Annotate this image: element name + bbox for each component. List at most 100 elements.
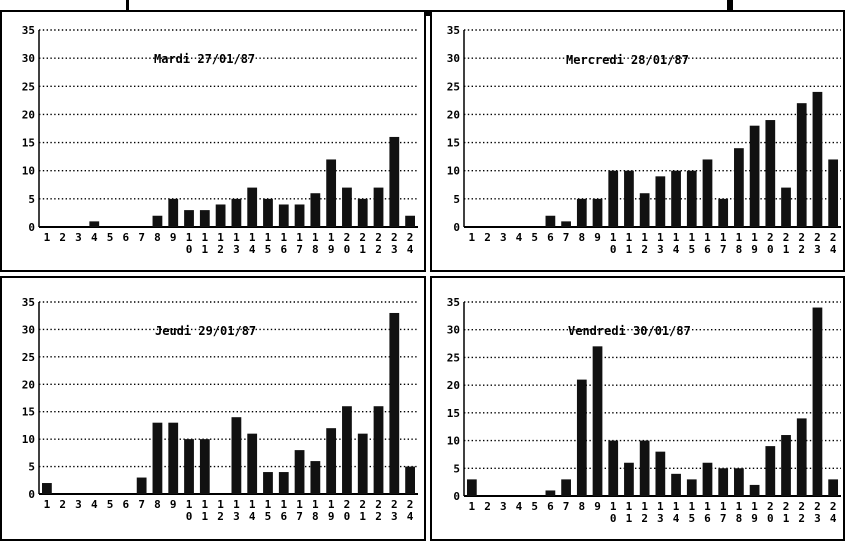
- y-tick-label: 30: [447, 324, 460, 337]
- bar: [702, 462, 713, 496]
- y-tick-label: 10: [447, 165, 460, 178]
- x-tick-label: 1: [44, 498, 51, 511]
- bar: [294, 204, 305, 227]
- chart-panel-jeudi: 0 5 10 15 20 25 30 35 Jeudi 29/01/87 1 2 3 4 5 6 7 8 9 1 0 1…: [0, 276, 426, 541]
- bar: [545, 490, 556, 496]
- bar: [561, 221, 571, 227]
- x-tick-label: 7: [138, 231, 145, 244]
- bar: [389, 312, 400, 494]
- x-tick-label: 9: [594, 500, 601, 513]
- bar: [326, 428, 337, 494]
- y-tick-label: 15: [22, 406, 35, 419]
- bar: [357, 433, 368, 494]
- y-tick-label: 25: [447, 80, 460, 93]
- y-tick-label: 20: [22, 378, 35, 391]
- x-tick-label: 4: [516, 500, 523, 513]
- x-tick-label: 5: [107, 231, 114, 244]
- y-tick-label: 0: [28, 488, 35, 501]
- bar: [796, 103, 807, 227]
- bar: [828, 479, 839, 496]
- bar: [639, 193, 650, 227]
- bar: [781, 187, 791, 227]
- bar: [405, 215, 415, 227]
- x-tick-label: 9: [170, 498, 177, 511]
- x-tick-label: 3: [75, 231, 82, 244]
- y-tick-label: 0: [453, 221, 460, 234]
- bar: [812, 91, 823, 228]
- bar: [734, 148, 744, 227]
- chart-panel-mercredi: 0 5 10 15 20 25 30 35 Mercredi 28/01/87 1 2 3 4 5 6 7 8 9…: [430, 10, 845, 272]
- x-tick-label: 3: [500, 231, 507, 244]
- bar: [342, 406, 352, 494]
- y-tick-label: 10: [22, 433, 35, 446]
- bar: [592, 198, 603, 227]
- bar: [671, 170, 681, 227]
- bar: [702, 159, 713, 227]
- bar: [624, 170, 634, 227]
- chart-panel-mardi: 0 5 10 15 20 25 30 35 Mardi 27/01/87 1 2 3 4 5 6 7 8 9 1 0 1…: [0, 10, 426, 272]
- y-tick-label: 20: [447, 108, 460, 121]
- bar: [624, 462, 634, 496]
- x-tick-label: 9: [170, 231, 177, 244]
- bar: [405, 466, 415, 494]
- bar: [765, 446, 776, 496]
- bar: [168, 422, 179, 494]
- bar: [686, 479, 697, 496]
- y-tick-label: 5: [28, 461, 35, 474]
- bar: [278, 204, 289, 227]
- bar: [247, 433, 258, 494]
- bar: [734, 468, 744, 496]
- y-tick-label: 25: [447, 351, 460, 364]
- bar: [263, 472, 273, 494]
- bar: [168, 198, 179, 227]
- bar: [576, 198, 587, 227]
- bar: [655, 451, 666, 496]
- y-tick-label: 10: [447, 435, 460, 448]
- y-tick-label: 35: [22, 24, 35, 37]
- y-tick-label: 0: [453, 490, 460, 503]
- bar: [152, 215, 163, 227]
- chart-title: Mardi 27/01/87: [154, 52, 255, 66]
- chart-panel-vendredi: 0 5 10 15 20 25 30 35 Vendredi 30/01/87 1 2 3 4 5 6 7 8 9…: [430, 276, 845, 541]
- bar: [342, 187, 352, 227]
- bar: [718, 468, 729, 496]
- bar: [373, 187, 384, 227]
- bar: [373, 406, 384, 494]
- y-tick-label: 0: [28, 221, 35, 234]
- bar: [389, 136, 400, 227]
- y-tick-label: 20: [22, 108, 35, 121]
- x-tick-label: 4: [516, 231, 523, 244]
- bar: [357, 198, 368, 227]
- x-tick-label: 6: [123, 231, 130, 244]
- y-tick-label: 35: [447, 296, 460, 309]
- bar: [718, 198, 729, 227]
- y-tick-label: 25: [22, 351, 35, 364]
- bar: [796, 418, 807, 496]
- chart-title: Vendredi 30/01/87: [568, 324, 691, 338]
- bar: [294, 450, 305, 494]
- bar: [749, 484, 760, 496]
- bar: [199, 439, 210, 494]
